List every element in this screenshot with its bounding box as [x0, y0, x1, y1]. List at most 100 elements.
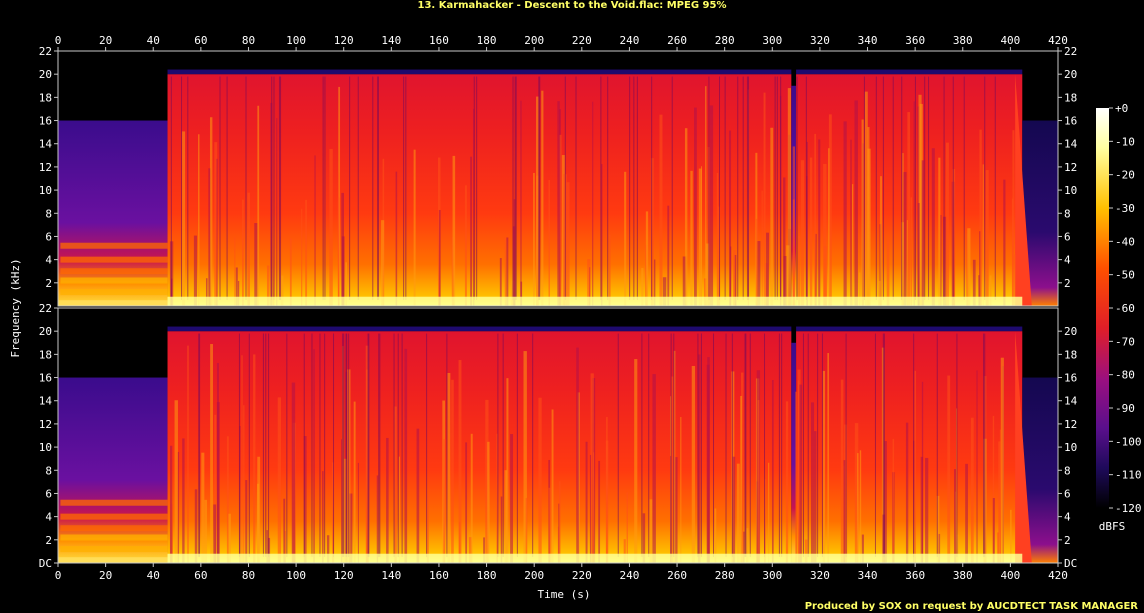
transient — [512, 226, 516, 306]
transient — [771, 380, 774, 563]
transient — [1003, 179, 1006, 306]
transient — [797, 369, 801, 563]
transient — [541, 90, 544, 306]
transient — [209, 117, 213, 306]
segment-3 — [796, 331, 1023, 563]
transient — [671, 376, 674, 563]
transient — [828, 148, 830, 306]
intro-band — [60, 268, 168, 275]
transient — [194, 489, 198, 563]
y-tick-label-left: 4 — [45, 511, 52, 524]
gap — [914, 76, 916, 300]
transient — [787, 88, 792, 306]
transient — [698, 168, 702, 306]
transient — [921, 160, 925, 306]
segment-1 — [167, 331, 792, 563]
y-tick-label-right: 8 — [1064, 464, 1071, 477]
x-tick-label-top: 420 — [1048, 34, 1068, 47]
transient — [566, 182, 570, 306]
gap — [199, 333, 201, 557]
transient — [649, 499, 653, 563]
transient — [386, 437, 389, 563]
transient — [499, 258, 502, 306]
x-tick-label-top: 220 — [572, 34, 592, 47]
transient — [931, 148, 935, 306]
transient — [245, 480, 248, 563]
transient — [880, 176, 882, 306]
transient — [763, 92, 766, 306]
transient — [972, 259, 976, 306]
transient — [404, 348, 408, 563]
y-tick-label-right: 14 — [1064, 138, 1078, 151]
gap — [393, 333, 395, 557]
colorbar-tick-label: -80 — [1115, 369, 1135, 382]
transient — [814, 431, 817, 563]
transient — [187, 345, 189, 563]
x-tick-label-top: 180 — [477, 34, 497, 47]
transient — [730, 246, 732, 306]
transient — [634, 359, 638, 563]
colorbar-tick-label: -50 — [1115, 269, 1135, 282]
transient — [925, 457, 929, 563]
transient — [785, 401, 789, 563]
gap — [984, 333, 986, 557]
colorbar-tick-label: -30 — [1115, 202, 1135, 215]
transient — [345, 262, 348, 306]
transient — [714, 508, 717, 563]
intro-band — [60, 546, 168, 553]
gap — [617, 333, 619, 557]
transient — [177, 451, 180, 563]
transient — [283, 498, 286, 563]
x-tick-label-top: 140 — [381, 34, 401, 47]
gap — [708, 76, 710, 300]
y-tick-label-left: 20 — [39, 68, 52, 81]
gap — [651, 76, 653, 300]
transient — [533, 172, 535, 306]
transient — [413, 149, 416, 306]
transient — [470, 156, 473, 306]
transient — [642, 513, 646, 563]
transient — [226, 436, 229, 563]
x-tick-label-top: 340 — [858, 34, 878, 47]
transient — [557, 101, 560, 306]
transient — [918, 94, 922, 306]
y-tick-label-left: 6 — [45, 230, 52, 243]
gap — [745, 333, 747, 557]
gap — [697, 333, 699, 557]
gap — [700, 333, 702, 557]
transient — [786, 245, 790, 306]
intro-band — [60, 289, 168, 296]
y-tick-label-left: 16 — [39, 372, 52, 385]
x-tick-label-top: 300 — [762, 34, 782, 47]
gap — [476, 76, 478, 300]
channel-2-spectrogram — [58, 308, 1058, 563]
intro-band — [60, 525, 168, 532]
transient — [653, 259, 656, 306]
x-tick-label-bottom: 220 — [572, 569, 592, 582]
gap — [502, 333, 504, 557]
gap — [928, 76, 930, 300]
x-tick-label-top: 240 — [619, 34, 639, 47]
bass-floor — [58, 557, 168, 563]
colorbar-tick-label: -20 — [1115, 169, 1135, 182]
segment-2 — [791, 342, 797, 563]
intro-band — [60, 256, 168, 263]
gap — [776, 76, 778, 300]
transient — [965, 463, 968, 563]
transient — [732, 456, 736, 563]
y-tick-label-right: 4 — [1064, 254, 1071, 267]
gap — [821, 333, 823, 557]
transient — [558, 481, 561, 563]
transient — [1000, 357, 1004, 563]
transient — [903, 171, 907, 306]
gap — [746, 76, 748, 300]
transient — [850, 139, 852, 306]
transient — [538, 397, 542, 563]
transient — [416, 428, 420, 563]
x-tick-label-bottom: 40 — [147, 569, 160, 582]
cutoff-edge — [167, 69, 792, 75]
gap — [268, 333, 270, 557]
transient — [905, 422, 909, 563]
x-tick-label-top: 20 — [99, 34, 112, 47]
y-tick-label-right: 10 — [1064, 441, 1077, 454]
